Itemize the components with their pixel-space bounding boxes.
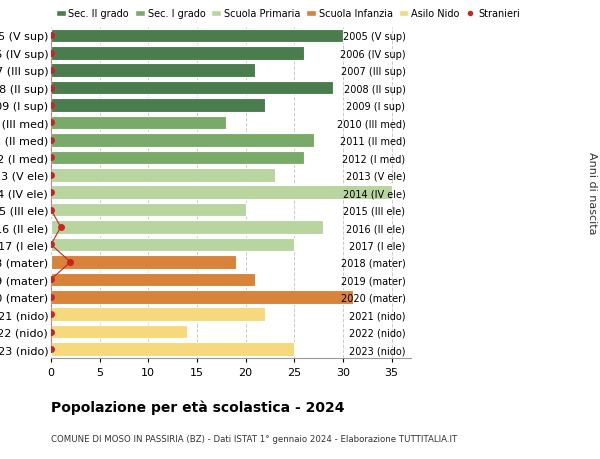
Bar bbox=[51, 47, 304, 61]
Text: COMUNE DI MOSO IN PASSIRIA (BZ) - Dati ISTAT 1° gennaio 2024 - Elaborazione TUTT: COMUNE DI MOSO IN PASSIRIA (BZ) - Dati I… bbox=[51, 434, 457, 443]
Bar bbox=[51, 325, 187, 339]
Bar bbox=[51, 186, 392, 200]
Bar bbox=[51, 238, 294, 252]
Text: Anni di nascita: Anni di nascita bbox=[587, 151, 597, 234]
Bar bbox=[51, 168, 275, 182]
Bar bbox=[51, 82, 333, 95]
Bar bbox=[51, 273, 256, 286]
Bar bbox=[51, 134, 314, 147]
Bar bbox=[51, 117, 226, 130]
Bar bbox=[51, 64, 256, 78]
Bar bbox=[51, 151, 304, 165]
Bar bbox=[51, 291, 353, 304]
Legend: Sec. II grado, Sec. I grado, Scuola Primaria, Scuola Infanzia, Asilo Nido, Stran: Sec. II grado, Sec. I grado, Scuola Prim… bbox=[56, 9, 520, 19]
Text: Popolazione per età scolastica - 2024: Popolazione per età scolastica - 2024 bbox=[51, 399, 344, 414]
Bar bbox=[51, 29, 343, 43]
Bar bbox=[51, 256, 236, 269]
Bar bbox=[51, 221, 323, 235]
Bar bbox=[51, 203, 245, 217]
Bar bbox=[51, 342, 294, 356]
Bar bbox=[51, 308, 265, 321]
Bar bbox=[51, 99, 265, 112]
